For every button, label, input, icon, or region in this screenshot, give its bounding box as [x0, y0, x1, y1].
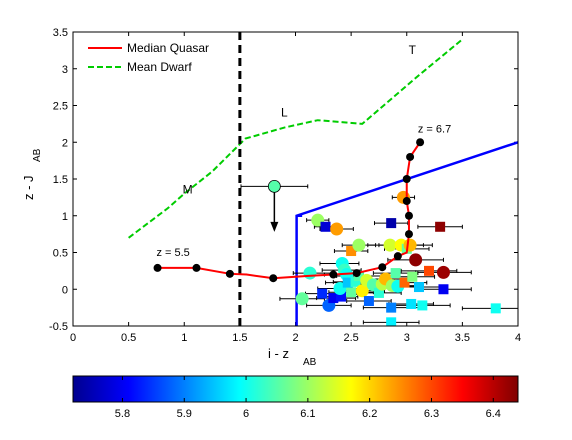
x-tick-label: 0	[70, 332, 76, 344]
quasar-square-marker	[346, 246, 357, 257]
quasar-square-marker	[406, 298, 417, 309]
plot-layer	[128, 32, 518, 326]
legend: Median Quasar Mean Dwarf	[78, 37, 226, 77]
quasar-square-marker	[350, 276, 361, 287]
quasar-circle-marker	[355, 284, 369, 298]
colorbar-tick-label: 6.1	[300, 408, 315, 420]
median-quasar-marker	[393, 252, 402, 261]
y-tick-label: 0.5	[53, 248, 68, 260]
redshift-annotation: z = 6.7	[418, 124, 451, 136]
redshift-annotation: z = 5.5	[156, 247, 189, 259]
axes-ticks: 0 0.5 1 1.5 2 2.5 3 3.5 4-0.500.511.522.533.5	[49, 27, 521, 344]
quasar-square-marker	[435, 221, 446, 232]
quasar-circle-marker	[383, 238, 397, 252]
quasar-square-marker	[399, 277, 410, 288]
mean-dwarf-line	[128, 38, 464, 239]
colorbar-tick-label: 5.9	[177, 408, 192, 420]
colorbar-tick-label: 6	[243, 408, 249, 420]
quasar-square-marker	[407, 271, 418, 282]
median-quasar-marker	[402, 175, 411, 183]
x-tick-label: 2.5	[343, 332, 358, 344]
quasar-circle-marker	[352, 238, 366, 252]
quasar-square-marker	[328, 293, 339, 304]
quasar-square-marker	[317, 288, 328, 299]
median-quasar-marker	[352, 269, 361, 278]
colorbar-tick-label: 6.4	[486, 408, 501, 420]
median-quasar-marker	[192, 263, 201, 272]
upper-limit-arrowhead	[270, 221, 279, 232]
median-quasar-marker	[329, 270, 338, 279]
x-axis-title-subscript: AB	[303, 357, 317, 368]
quasar-square-marker	[346, 287, 357, 298]
quasar-square-marker	[413, 282, 424, 293]
y-tick-label: 2	[62, 137, 68, 149]
legend-box	[78, 37, 226, 77]
x-tick-label: 3.5	[455, 332, 470, 344]
quasar-square-marker	[342, 277, 353, 288]
colorbar-gradient	[72, 375, 519, 403]
y-axis-label: z - J AB	[21, 148, 43, 200]
quasar-square-marker	[386, 302, 397, 313]
x-tick-label: 0.5	[121, 332, 136, 344]
median-quasar-marker	[269, 274, 278, 283]
y-tick-label: -0.5	[49, 321, 68, 333]
y-tick-label: 3.5	[53, 27, 68, 39]
x-tick-label: 1	[181, 332, 187, 344]
quasar-square-marker	[320, 221, 331, 232]
colorbar: 5.8 5.9 6 6.1 6.2 6.3 6.4	[72, 375, 519, 420]
colorbar-tick-label: 5.8	[115, 408, 130, 420]
quasar-circle-marker	[403, 238, 417, 252]
median-quasar-marker	[378, 263, 387, 272]
quasar-circle-marker	[295, 292, 309, 306]
colorbar-ticks: 5.8 5.9 6 6.1 6.2 6.3 6.4	[115, 376, 501, 420]
quasar-circle-marker	[330, 222, 344, 236]
quasar-square-marker	[336, 291, 347, 302]
quasar-square-marker	[438, 284, 449, 295]
x-tick-label: 3	[404, 332, 410, 344]
median-quasar-marker	[416, 138, 425, 147]
median-quasar-marker	[153, 263, 162, 272]
y-tick-label: 0	[62, 284, 68, 296]
upper-limit-marker	[267, 179, 281, 193]
quasar-circle-marker	[409, 253, 423, 267]
y-tick-label: 2.5	[53, 101, 68, 113]
median-quasar-marker	[225, 269, 234, 278]
x-tick-label: 4	[515, 332, 521, 344]
median-quasar-marker	[404, 211, 413, 220]
x-axis-label: i - z AB	[268, 346, 317, 368]
dwarf-type-label: L	[281, 106, 288, 120]
y-tick-label: 1	[62, 211, 68, 223]
median-quasar-marker	[402, 197, 411, 206]
x-axis-title: i - z	[268, 346, 289, 361]
y-tick-label: 1.5	[53, 174, 68, 186]
quasar-square-marker	[373, 287, 384, 298]
quasar-square-marker	[363, 296, 374, 307]
y-tick-label: 3	[62, 64, 68, 76]
y-axis-title: z - J	[21, 175, 36, 200]
quasar-square-marker	[390, 268, 401, 279]
y-axis-title-subscript: AB	[32, 148, 43, 162]
legend-label-median-quasar: Median Quasar	[127, 41, 209, 55]
dwarf-type-label: M	[183, 183, 193, 197]
colorbar-tick-label: 6.3	[424, 408, 439, 420]
median-quasar-marker	[406, 152, 415, 161]
quasar-circle-marker	[436, 265, 450, 279]
x-tick-label: 2	[292, 332, 298, 344]
quasar-circle-marker	[303, 266, 317, 280]
legend-label-mean-dwarf: Mean Dwarf	[127, 60, 192, 74]
quasar-square-marker	[386, 317, 397, 326]
dwarf-type-label: T	[409, 43, 417, 57]
colorbar-tick-label: 6.2	[362, 408, 377, 420]
annotation-layer: M L Tz = 5.5 z = 6.7	[156, 43, 451, 259]
quasar-square-marker	[424, 265, 434, 276]
x-tick-label: 1.5	[232, 332, 247, 344]
median-quasar-marker	[404, 230, 413, 239]
quasar-square-marker	[417, 300, 428, 311]
plot-frame	[72, 31, 519, 327]
quasar-square-marker	[386, 218, 397, 229]
quasar-square-marker	[490, 303, 501, 314]
